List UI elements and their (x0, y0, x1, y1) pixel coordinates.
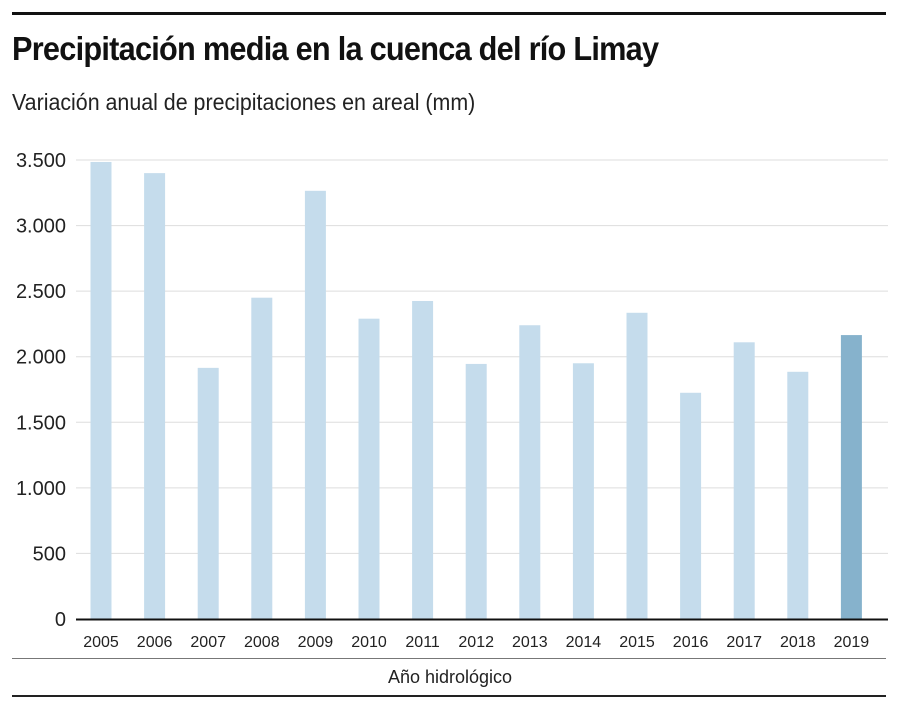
x-tick-label: 2013 (512, 634, 548, 651)
x-tick-label: 2007 (190, 634, 226, 651)
y-tick-label: 2.500 (16, 281, 66, 303)
chart-title: Precipitación media en la cuenca del río… (12, 30, 659, 67)
bottom-rule (12, 695, 886, 697)
bar-2017 (733, 342, 755, 619)
y-tick-label: 2.000 (16, 347, 66, 369)
top-rule (12, 12, 886, 15)
x-tick-label: 2006 (137, 634, 173, 651)
bar-2010 (358, 318, 380, 619)
x-tick-label: 2012 (458, 634, 494, 651)
bar-2012 (465, 363, 487, 619)
x-tick-label: 2008 (244, 634, 280, 651)
xlabel-rule (12, 658, 886, 659)
x-axis-label: Año hidrológico (387, 667, 513, 687)
y-axis-ticks: 0 500 1.000 1.500 2.000 2.500 3.000 3.500 (16, 150, 66, 631)
bar-2007 (197, 367, 219, 619)
y-tick-label: 500 (33, 543, 66, 565)
y-tick-label: 3.000 (16, 216, 66, 238)
y-tick-label: 0 (55, 609, 66, 631)
x-tick-label: 2016 (673, 634, 709, 651)
bar-2005 (90, 161, 112, 619)
bar-2018 (787, 371, 809, 619)
bar-2008 (251, 297, 273, 619)
bar-2016 (680, 392, 702, 619)
bar-2019 (840, 335, 862, 619)
bar-2014 (572, 363, 594, 619)
x-axis-ticks: 2005 2006 2007 2008 2009 2010 2011 2012 2013 2014… (83, 634, 869, 651)
x-tick-label: 2018 (780, 634, 816, 651)
bar-2009 (304, 190, 326, 619)
x-tick-label: 2015 (619, 634, 655, 651)
chart-subtitle: Variación anual de precipitaciones en ar… (12, 89, 476, 115)
x-tick-label: 2010 (351, 634, 387, 651)
bar-2006 (144, 173, 166, 619)
bar-2013 (519, 325, 541, 619)
y-tick-label: 3.500 (16, 150, 66, 172)
x-tick-label: 2019 (834, 634, 870, 651)
x-tick-label: 2005 (83, 634, 119, 651)
x-tick-label: 2011 (405, 634, 440, 651)
y-tick-label: 1.500 (16, 412, 66, 434)
x-tick-label: 2009 (298, 634, 334, 651)
bar-2011 (412, 300, 434, 619)
y-tick-label: 1.000 (16, 478, 66, 500)
bars (90, 161, 862, 619)
bar-2015 (626, 312, 648, 619)
x-tick-label: 2014 (566, 634, 602, 651)
x-tick-label: 2017 (726, 634, 762, 651)
